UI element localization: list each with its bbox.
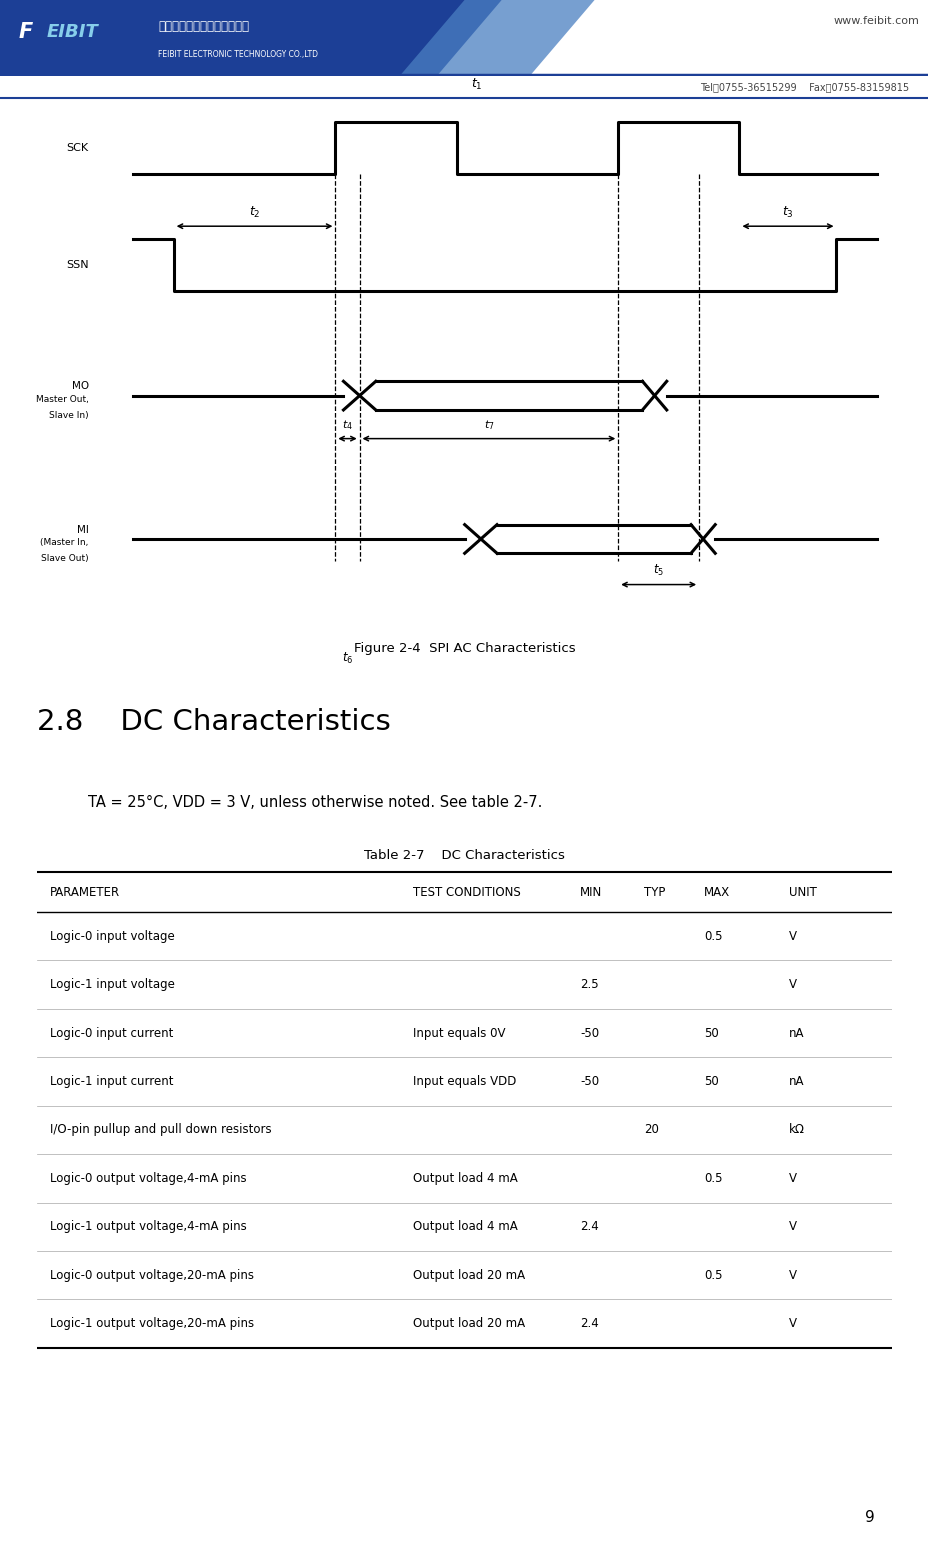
Text: kΩ: kΩ (789, 1123, 805, 1136)
Text: UNIT: UNIT (789, 885, 817, 899)
Text: $t_7$: $t_7$ (483, 419, 494, 433)
Text: SCK: SCK (67, 143, 89, 152)
Text: MAX: MAX (703, 885, 729, 899)
Text: 9: 9 (864, 1509, 874, 1525)
Text: 50: 50 (703, 1027, 717, 1039)
Text: www.feibit.com: www.feibit.com (833, 17, 919, 26)
Text: Logic-1 input current: Logic-1 input current (50, 1075, 174, 1088)
Text: 2.8    DC Characteristics: 2.8 DC Characteristics (37, 708, 391, 736)
Text: $t_1$: $t_1$ (470, 76, 483, 92)
Text: F: F (19, 22, 32, 42)
Text: Input equals VDD: Input equals VDD (413, 1075, 516, 1088)
Text: EIBIT: EIBIT (46, 23, 98, 40)
Text: -50: -50 (579, 1075, 599, 1088)
Text: 0.5: 0.5 (703, 1172, 722, 1184)
Text: Logic-0 output voltage,20-mA pins: Logic-0 output voltage,20-mA pins (50, 1268, 253, 1282)
Text: V: V (789, 930, 796, 943)
Text: TA = 25°C, VDD = 3 V, unless otherwise noted. See table 2-7.: TA = 25°C, VDD = 3 V, unless otherwise n… (88, 795, 542, 811)
Text: Slave Out): Slave Out) (41, 554, 89, 563)
Text: V: V (789, 979, 796, 991)
Text: Logic-0 input voltage: Logic-0 input voltage (50, 930, 174, 943)
Text: V: V (789, 1220, 796, 1234)
Text: TEST CONDITIONS: TEST CONDITIONS (413, 885, 521, 899)
Polygon shape (399, 0, 594, 76)
Text: SSN: SSN (66, 260, 89, 271)
Text: Output load 4 mA: Output load 4 mA (413, 1220, 518, 1234)
Polygon shape (0, 0, 501, 76)
Text: 0.5: 0.5 (703, 930, 722, 943)
Text: FEIBIT ELECTRONIC TECHNOLOGY CO.,LTD: FEIBIT ELECTRONIC TECHNOLOGY CO.,LTD (158, 50, 317, 59)
Text: Output load 4 mA: Output load 4 mA (413, 1172, 518, 1184)
Text: Output load 20 mA: Output load 20 mA (413, 1268, 524, 1282)
Text: (Master In,: (Master In, (41, 538, 89, 548)
Text: Input equals 0V: Input equals 0V (413, 1027, 505, 1039)
Text: 20: 20 (643, 1123, 658, 1136)
Text: Figure 2-4  SPI AC Characteristics: Figure 2-4 SPI AC Characteristics (354, 643, 574, 655)
Text: 0.5: 0.5 (703, 1268, 722, 1282)
Text: $t_5$: $t_5$ (652, 563, 664, 579)
Text: Master Out,: Master Out, (36, 395, 89, 405)
Text: 2.4: 2.4 (579, 1318, 598, 1330)
Text: $t_2$: $t_2$ (249, 204, 260, 219)
Text: nA: nA (789, 1027, 804, 1039)
Text: 50: 50 (703, 1075, 717, 1088)
Text: Logic-1 output voltage,20-mA pins: Logic-1 output voltage,20-mA pins (50, 1318, 254, 1330)
Text: 2.5: 2.5 (579, 979, 598, 991)
Text: Table 2-7    DC Characteristics: Table 2-7 DC Characteristics (364, 850, 564, 862)
Text: Logic-0 input current: Logic-0 input current (50, 1027, 174, 1039)
Text: $t_4$: $t_4$ (342, 419, 353, 433)
Text: nA: nA (789, 1075, 804, 1088)
Text: Logic-1 input voltage: Logic-1 input voltage (50, 979, 174, 991)
Text: I/O-pin pullup and pull down resistors: I/O-pin pullup and pull down resistors (50, 1123, 271, 1136)
Text: MIN: MIN (579, 885, 601, 899)
Text: MI: MI (77, 524, 89, 535)
Text: V: V (789, 1318, 796, 1330)
Text: $t_3$: $t_3$ (781, 204, 793, 219)
Text: Tel：0755-36515299    Fax：0755-83159815: Tel：0755-36515299 Fax：0755-83159815 (699, 82, 909, 92)
Text: V: V (789, 1268, 796, 1282)
Text: Logic-1 output voltage,4-mA pins: Logic-1 output voltage,4-mA pins (50, 1220, 247, 1234)
Text: $t_6$: $t_6$ (342, 650, 353, 666)
Text: -50: -50 (579, 1027, 599, 1039)
Text: 2.4: 2.4 (579, 1220, 598, 1234)
Text: Output load 20 mA: Output load 20 mA (413, 1318, 524, 1330)
Text: V: V (789, 1172, 796, 1184)
Text: Slave In): Slave In) (49, 411, 89, 420)
Text: Logic-0 output voltage,4-mA pins: Logic-0 output voltage,4-mA pins (50, 1172, 246, 1184)
Text: PARAMETER: PARAMETER (50, 885, 120, 899)
Text: MO: MO (71, 381, 89, 392)
Text: 深圳市飞比电子科技有限公司: 深圳市飞比电子科技有限公司 (158, 20, 249, 33)
Text: TYP: TYP (643, 885, 664, 899)
